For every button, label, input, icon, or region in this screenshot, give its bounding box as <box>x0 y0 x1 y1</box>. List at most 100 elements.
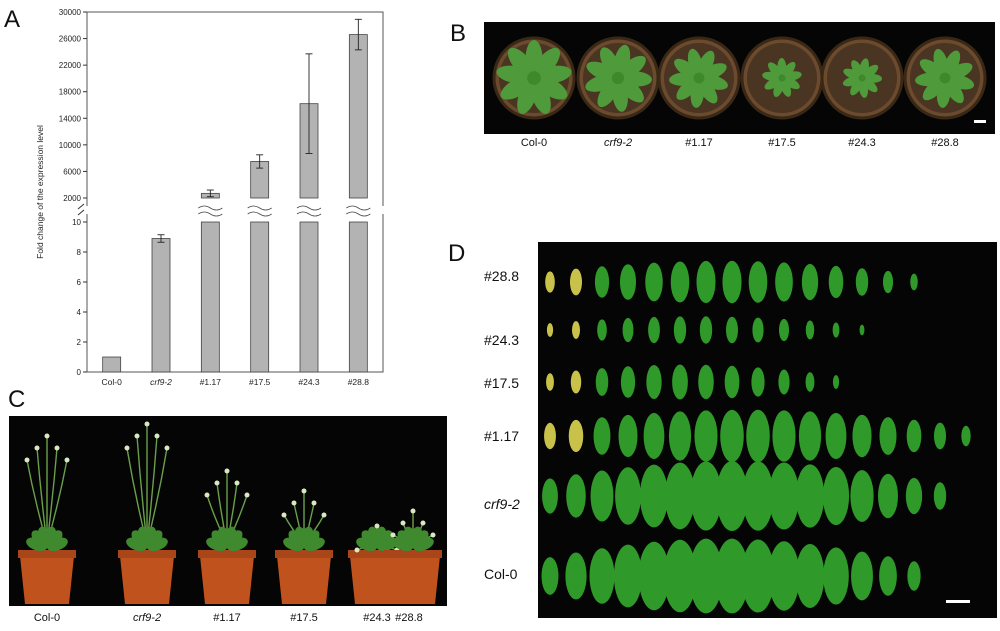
pot-rim <box>118 550 176 558</box>
leaf <box>593 417 611 455</box>
rosette-label: #17.5 <box>768 137 796 149</box>
pot-rim <box>384 550 442 558</box>
leaf <box>851 551 873 601</box>
leaf <box>668 411 692 461</box>
rosette-center <box>527 71 541 85</box>
leaf <box>546 323 554 337</box>
leaf-shape <box>942 50 961 79</box>
leaf <box>933 422 947 450</box>
x-tick-label: #28.8 <box>348 377 370 387</box>
leaf <box>696 260 716 304</box>
leaf <box>566 474 586 518</box>
leaf <box>638 541 670 611</box>
leaf <box>805 320 815 340</box>
leaf <box>832 322 840 338</box>
plant-label: crf9-2 <box>132 612 162 624</box>
leaf <box>879 417 897 455</box>
flower <box>354 547 360 553</box>
leaf-shape <box>507 47 536 80</box>
rosette-label: #1.17 <box>685 137 713 149</box>
leaf <box>594 266 610 298</box>
bar-lower-part <box>250 221 270 373</box>
bar-break-mark <box>247 205 272 217</box>
leaf <box>805 372 815 392</box>
leaf-shape <box>412 537 434 552</box>
leaf-row-label: #1.17 <box>484 428 520 444</box>
rosette-center <box>939 72 951 84</box>
pot-rim <box>198 550 256 558</box>
axis-break-mark <box>77 203 85 216</box>
leaf <box>699 316 713 344</box>
leaf <box>822 466 850 526</box>
panel-letter-d: D <box>448 240 466 267</box>
flower <box>420 520 426 526</box>
y-tick-label: 2000 <box>63 194 81 203</box>
bar-break-mark <box>198 205 223 217</box>
flower <box>400 520 406 526</box>
flower <box>390 532 396 538</box>
leaf <box>619 264 637 300</box>
leaf <box>825 412 847 460</box>
leaf <box>716 461 748 531</box>
leaf <box>643 412 665 460</box>
flower <box>24 457 30 463</box>
leaf <box>859 324 865 336</box>
leaf <box>852 414 872 458</box>
leaf-row-label: crf9-2 <box>484 496 520 512</box>
flower <box>244 492 250 498</box>
y-tick-label: 4 <box>77 308 82 317</box>
leaf <box>828 265 844 299</box>
leaf-shape <box>859 58 869 79</box>
x-tick-label: #1.17 <box>200 377 222 387</box>
leaf <box>850 470 874 522</box>
leaf-shape <box>303 537 325 552</box>
rosette-label: #24.3 <box>848 137 876 149</box>
plant-label: #24.3 <box>363 612 391 624</box>
leaf <box>742 461 774 531</box>
leaf <box>798 411 822 461</box>
x-tick-label: #17.5 <box>249 377 271 387</box>
leaf <box>663 539 697 613</box>
leaf <box>741 539 775 613</box>
leaf <box>645 262 663 302</box>
leaf <box>801 263 819 301</box>
y-tick-label: 26000 <box>59 35 82 44</box>
leaf <box>542 478 558 514</box>
rosette-photo <box>484 22 995 134</box>
leaf-row-label: #24.3 <box>484 332 520 348</box>
pot-rim <box>348 550 406 558</box>
leaf-shape <box>781 76 800 90</box>
leaf-row-label: #17.5 <box>484 375 520 391</box>
y-tick-label: 2 <box>77 338 82 347</box>
flower <box>124 445 130 451</box>
flower <box>154 433 160 439</box>
leaf <box>768 462 800 530</box>
leaf <box>615 467 641 525</box>
leaf <box>620 366 636 398</box>
x-tick-label: #24.3 <box>298 377 320 387</box>
leaf <box>775 262 793 302</box>
leaf <box>698 364 714 400</box>
leaf <box>646 365 662 399</box>
bar-lower-part <box>348 221 368 373</box>
leaf-shape <box>687 48 703 79</box>
flower <box>224 468 230 474</box>
leaf-shape <box>146 537 168 552</box>
flower <box>164 445 170 451</box>
leaf <box>689 538 723 614</box>
leaf <box>724 365 740 399</box>
y-tick-label: 10 <box>72 218 81 227</box>
flower <box>54 445 60 451</box>
bar-lower-part <box>299 221 319 373</box>
flower <box>374 523 380 529</box>
rosette-center <box>611 71 625 85</box>
leaf <box>906 419 922 453</box>
leaf <box>670 261 690 303</box>
flower <box>321 512 327 518</box>
leaf <box>905 477 923 515</box>
scale-bar <box>946 600 970 603</box>
x-tick-label: crf9-2 <box>150 377 172 387</box>
leaf <box>589 548 615 604</box>
axis-break-gap <box>79 206 390 214</box>
leaf <box>672 364 688 400</box>
